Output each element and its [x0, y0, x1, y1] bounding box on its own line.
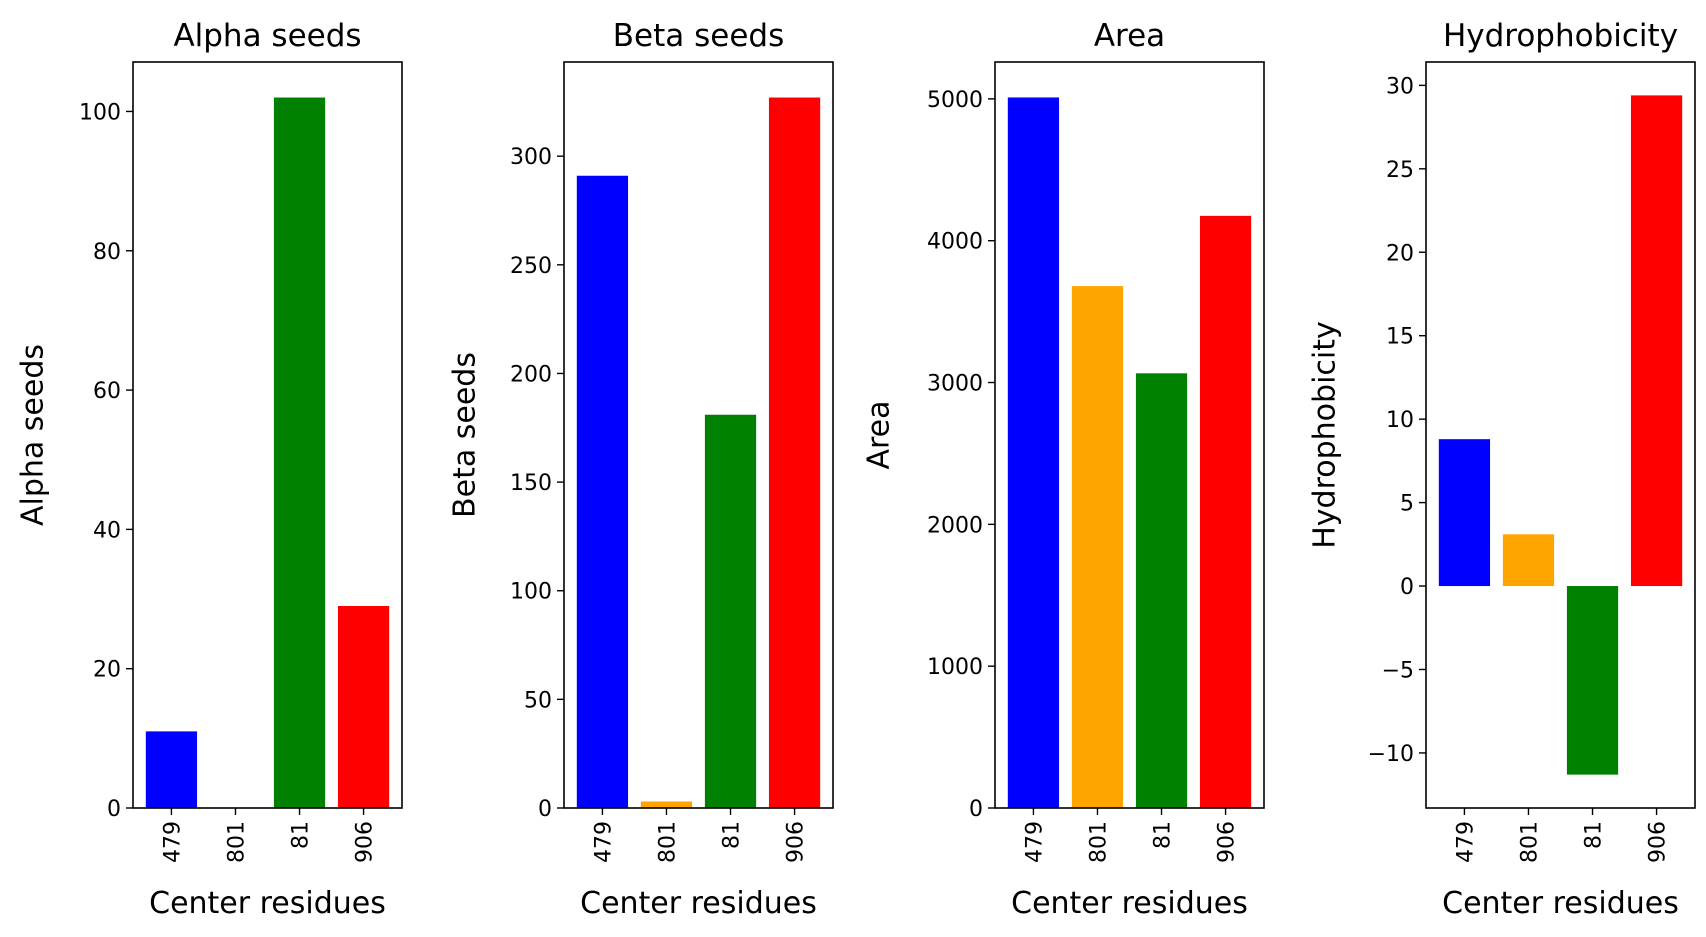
- y-tick-label: 100: [510, 580, 552, 605]
- y-tick-label: 5: [1400, 492, 1414, 517]
- y-tick-label: 0: [538, 797, 552, 822]
- bar-801: [1071, 286, 1124, 809]
- bar-479: [576, 175, 629, 808]
- subplot-4: −10 −5 0 5 10 15 20 25 30 479 801 81 906 Hydrophobici…: [1308, 18, 1696, 921]
- x-tick-label: 479: [1453, 821, 1478, 863]
- y-tick-label: 80: [93, 240, 121, 265]
- bar-906: [1199, 215, 1252, 808]
- x-axis-label: Center residues: [1442, 886, 1679, 921]
- subplot-3: 0 1000 2000 3000 4000 5000 479 801 81 906 Area Cent…: [862, 18, 1265, 921]
- y-axis-label: Alpha seeds: [16, 344, 51, 526]
- y-tick-label: 250: [510, 254, 552, 279]
- x-tick-label: 801: [1517, 821, 1542, 863]
- x-tick-label: 81: [1582, 821, 1607, 849]
- y-tick-label: 5000: [927, 88, 983, 113]
- bar-801: [1502, 534, 1555, 587]
- bar-479: [1007, 97, 1060, 808]
- y-tick-label: 3000: [927, 372, 983, 397]
- bar-81: [273, 97, 326, 809]
- y-tick-label: 0: [1400, 575, 1414, 600]
- y-axis-label: Area: [862, 400, 897, 469]
- y-tick-label: 30: [1386, 74, 1414, 99]
- y-tick-label: 15: [1386, 325, 1414, 350]
- x-axis-label: Center residues: [1011, 886, 1248, 921]
- x-tick-label: 906: [1215, 821, 1240, 863]
- y-tick-label: 300: [510, 145, 552, 170]
- bar-81: [1566, 586, 1619, 775]
- y-tick-label: 1000: [927, 655, 983, 680]
- bar-801: [640, 801, 693, 808]
- y-tick-label: −10: [1368, 742, 1414, 767]
- y-tick-label: 20: [93, 658, 121, 683]
- x-tick-label: 906: [353, 821, 378, 863]
- subplot-title: Beta seeds: [613, 18, 784, 54]
- x-tick-label: 81: [289, 821, 314, 849]
- bar-906: [337, 606, 390, 808]
- axes-frame: [994, 61, 1265, 809]
- bar-81: [1135, 373, 1188, 808]
- y-tick-label: 50: [524, 688, 552, 713]
- x-tick-label: 801: [655, 821, 680, 863]
- axes-frame: [132, 61, 403, 809]
- y-tick-label: 25: [1386, 158, 1414, 183]
- x-axis-label: Center residues: [149, 886, 386, 921]
- y-tick-label: 100: [79, 100, 121, 125]
- axes-frame: [1425, 61, 1696, 809]
- y-tick-label: 0: [969, 797, 983, 822]
- y-tick-label: −5: [1382, 658, 1414, 683]
- y-tick-label: 20: [1386, 241, 1414, 266]
- x-tick-label: 801: [1086, 821, 1111, 863]
- bar-479: [1438, 439, 1491, 587]
- bar-479: [145, 731, 198, 808]
- subplot-2: 0 50 100 150 200 250 300 479 801 81 906 Beta seeds C…: [448, 18, 834, 921]
- y-axis-label: Hydrophobicity: [1308, 321, 1343, 549]
- x-tick-label: 81: [1151, 821, 1176, 849]
- y-tick-label: 200: [510, 362, 552, 387]
- y-tick-label: 4000: [927, 230, 983, 255]
- bar-906: [768, 97, 821, 809]
- subplot-title: Area: [1094, 18, 1165, 54]
- x-tick-label: 906: [1646, 821, 1671, 863]
- subplot-title: Alpha seeds: [173, 18, 361, 54]
- y-tick-label: 150: [510, 471, 552, 496]
- x-tick-label: 801: [224, 821, 249, 863]
- y-axis-label: Beta seeds: [448, 352, 483, 518]
- subplot-title: Hydrophobicity: [1443, 18, 1678, 54]
- subplot-1: 0 20 40 60 80 100 479 801 81 906 Alpha seeds Center…: [16, 18, 403, 921]
- x-tick-label: 479: [591, 821, 616, 863]
- x-tick-label: 81: [720, 821, 745, 849]
- bar-906: [1630, 95, 1683, 587]
- y-tick-label: 10: [1386, 408, 1414, 433]
- y-tick-label: 0: [107, 797, 121, 822]
- y-tick-label: 40: [93, 518, 121, 543]
- y-tick-label: 2000: [927, 513, 983, 538]
- y-tick-label: 60: [93, 379, 121, 404]
- x-tick-label: 906: [784, 821, 809, 863]
- bar-81: [704, 414, 757, 808]
- x-tick-label: 479: [1022, 821, 1047, 863]
- x-tick-label: 479: [160, 821, 185, 863]
- axes-frame: [563, 61, 834, 809]
- x-axis-label: Center residues: [580, 886, 817, 921]
